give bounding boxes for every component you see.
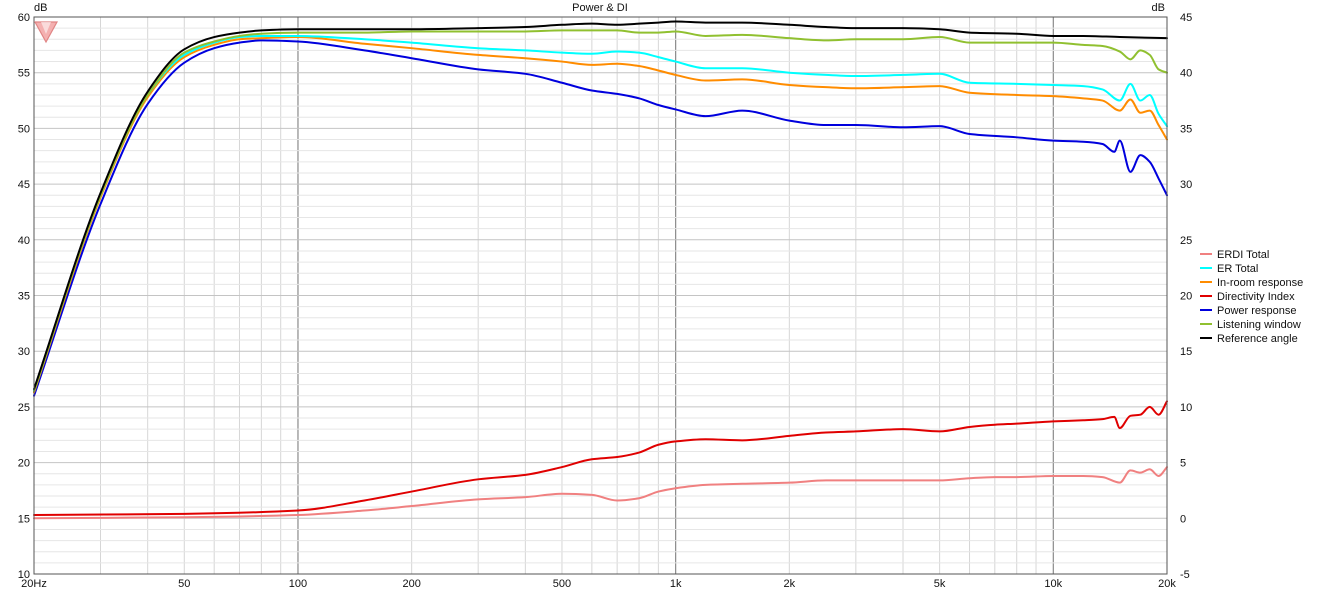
y-right-tick-label: 25: [1180, 235, 1192, 247]
y-left-tick-label: 10: [18, 569, 30, 581]
y-right-tick-label: 15: [1180, 346, 1192, 358]
y-left-tick-label: 55: [18, 68, 30, 80]
y-right-tick-label: 35: [1180, 123, 1192, 135]
x-tick-label: 100: [289, 578, 307, 590]
legend-label: Directivity Index: [1217, 291, 1295, 303]
y-right-tick-label: 5: [1180, 458, 1186, 470]
y-right-tick-label: 45: [1180, 12, 1192, 24]
y-left-tick-label: 15: [18, 513, 30, 525]
plot-frame: [33, 16, 1168, 575]
y-right-tick-label: 20: [1180, 291, 1192, 303]
y-left-tick-label: 30: [18, 346, 30, 358]
plot-series: [33, 20, 1168, 520]
legend: ERDI Total ER Total In-room response Direct…: [1200, 249, 1303, 345]
x-tick-label: 10k: [1044, 578, 1062, 590]
y-right-tick-label: 10: [1180, 402, 1192, 414]
series-line-directivity-index: [33, 400, 1168, 516]
series-line-listening-window: [33, 29, 1168, 393]
series-line-in-room-response: [33, 36, 1168, 394]
chart-title: Power & DI: [572, 2, 628, 14]
x-tick-label: 200: [402, 578, 420, 590]
x-tick-label: 2k: [784, 578, 796, 590]
y-left-tick-label: 40: [18, 235, 30, 247]
y-left-tick-label: 20: [18, 458, 30, 470]
x-tick-label: 500: [553, 578, 571, 590]
tick-labels: 20Hz 50 100 200 500 1k 2k 5k 10k 20k1015202530354…: [18, 12, 1193, 590]
y-left-tick-label: 50: [18, 123, 30, 135]
series-line-erdi-total: [33, 466, 1168, 520]
legend-label: ERDI Total: [1217, 249, 1269, 261]
y-left-tick-label: 35: [18, 291, 30, 303]
y-right-tick-label: 40: [1180, 68, 1192, 80]
x-tick-label: 20Hz: [21, 578, 47, 590]
y-right-unit: dB: [1152, 2, 1165, 14]
series-line-er-total: [33, 34, 1168, 392]
legend-label: Listening window: [1217, 319, 1301, 331]
series-line-power-response: [33, 39, 1168, 397]
legend-label: In-room response: [1217, 277, 1303, 289]
y-left-tick-label: 45: [18, 179, 30, 191]
legend-label: Power response: [1217, 305, 1297, 317]
series-line-reference-angle: [33, 20, 1168, 391]
logo: [33, 21, 59, 44]
x-tick-label: 20k: [1158, 578, 1176, 590]
y-left-tick-label: 25: [18, 402, 30, 414]
y-right-tick-label: 30: [1180, 179, 1192, 191]
logo-gem-facet-icon: [41, 22, 51, 34]
y-right-tick-label: -5: [1180, 569, 1190, 581]
x-tick-label: 5k: [934, 578, 946, 590]
y-left-unit: dB: [34, 2, 47, 14]
x-tick-label: 1k: [670, 578, 682, 590]
y-left-tick-label: 60: [18, 12, 30, 24]
y-right-tick-label: 0: [1180, 513, 1186, 525]
legend-label: Reference angle: [1217, 333, 1298, 345]
x-tick-label: 50: [178, 578, 190, 590]
legend-label: ER Total: [1217, 263, 1258, 275]
